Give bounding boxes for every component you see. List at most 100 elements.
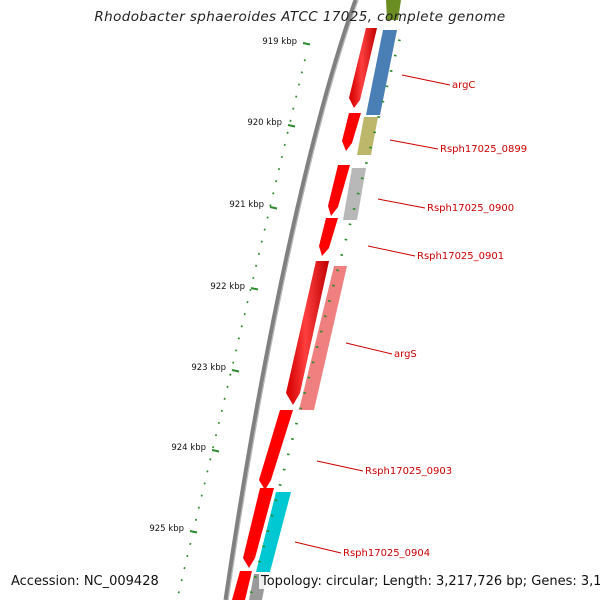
- tick-mark: [266, 216, 269, 219]
- tick-mark: [274, 499, 278, 502]
- tick-mark: [249, 288, 252, 292]
- cds-feature[interactable]: [319, 218, 338, 256]
- gene-label-argc[interactable]: argC: [452, 80, 475, 91]
- cds-shading: [349, 28, 377, 108]
- tick-mark: [377, 115, 381, 119]
- tick-mark: [260, 240, 263, 243]
- accession-value: Accession: NC_009428: [9, 574, 161, 589]
- tick-mark: [303, 391, 307, 395]
- leader-line: [389, 139, 439, 150]
- tick-mark: [209, 458, 212, 461]
- genome-summary-text: Topology: circular; Length: 3,217,726 bp…: [259, 574, 600, 589]
- gene-label-rsph17025-0900[interactable]: Rsph17025_0900: [427, 203, 514, 214]
- tick-mark: [369, 146, 372, 149]
- tick-mark: [280, 155, 284, 159]
- tick-mark: [348, 223, 352, 226]
- gene-label-rsph17025-0903[interactable]: Rsph17025_0903: [365, 466, 452, 477]
- tick-mark: [286, 453, 290, 456]
- tick-mark: [200, 494, 203, 497]
- cds-feature[interactable]: [259, 410, 293, 490]
- tick-mark: [232, 361, 235, 364]
- genome-backbone: [223, 0, 359, 600]
- leader-line: [345, 342, 393, 355]
- tick-mark: [289, 119, 292, 122]
- ruler-tick: [269, 206, 278, 210]
- tick-mark: [226, 385, 229, 388]
- tick-mark: [206, 470, 209, 473]
- tick-mark: [266, 529, 270, 533]
- ruler-tick: [231, 369, 240, 373]
- tick-mark: [257, 252, 261, 255]
- tick-mark: [286, 131, 289, 134]
- ruler-tick: [302, 42, 311, 46]
- tick-mark: [283, 143, 286, 147]
- tick-mark: [258, 560, 261, 563]
- tick-mark: [295, 95, 298, 98]
- tick-mark: [234, 349, 238, 352]
- gene-label-rsph17025-0899[interactable]: Rsph17025_0899: [440, 144, 527, 155]
- tick-mark: [197, 506, 200, 509]
- tick-mark: [332, 284, 335, 287]
- tick-mark: [282, 468, 286, 471]
- sequence-ticks: [177, 39, 401, 594]
- leader-line: [401, 74, 451, 86]
- leader-line: [377, 198, 426, 209]
- ruler-label: 921 kbp: [229, 200, 264, 210]
- tick-mark: [272, 192, 275, 195]
- tick-mark: [356, 192, 360, 195]
- tick-mark: [189, 542, 192, 546]
- ruler-label: 922 kbp: [210, 282, 245, 292]
- gene-label-args[interactable]: argS: [394, 349, 417, 360]
- tick-mark: [385, 85, 389, 88]
- gene-block-rsph17025-0900[interactable]: [343, 168, 366, 220]
- ruler-label: 923 kbp: [191, 363, 226, 373]
- ruler-label: 920 kbp: [247, 118, 282, 128]
- cds-feature[interactable]: [243, 488, 274, 568]
- tick-mark: [352, 207, 356, 211]
- tick-mark: [223, 397, 226, 400]
- gene-blocks: [249, 0, 401, 600]
- tick-mark: [203, 482, 206, 485]
- genome-summary-value: Topology: circular; Length: 3,217,726 bp…: [259, 574, 600, 589]
- tick-mark: [319, 330, 323, 333]
- tick-mark: [262, 545, 266, 548]
- tick-mark: [249, 591, 253, 594]
- gene-block-rsph17025-0899[interactable]: [357, 117, 378, 155]
- tick-mark: [381, 100, 385, 103]
- gene-label-rsph17025-0901[interactable]: Rsph17025_0901: [417, 251, 504, 262]
- gene-label-rsph17025-0904[interactable]: Rsph17025_0904: [343, 548, 430, 559]
- ruler-tick: [189, 530, 198, 534]
- cds-feature[interactable]: [328, 165, 350, 216]
- tick-mark: [252, 276, 255, 280]
- cds-shading: [286, 261, 329, 405]
- tick-mark: [311, 361, 315, 364]
- tick-mark: [194, 518, 198, 521]
- tick-mark: [243, 313, 246, 316]
- tick-mark: [177, 591, 180, 594]
- tick-mark: [360, 177, 364, 180]
- tick-mark: [278, 483, 282, 487]
- tick-mark: [253, 575, 257, 579]
- tick-mark: [303, 59, 306, 62]
- kbp-ruler: 919 kbp 920 kbp 921 kbp 922 kbp 923 kbp …: [149, 37, 311, 534]
- cds-feature[interactable]: [232, 571, 252, 600]
- leader-line: [316, 460, 364, 472]
- leader-line: [367, 245, 416, 257]
- tick-mark: [270, 514, 274, 517]
- gene-block-argc[interactable]: [366, 30, 397, 115]
- tick-mark: [327, 299, 331, 303]
- tick-mark: [297, 83, 301, 86]
- tick-mark: [340, 253, 344, 257]
- accession-text: Accession: NC_009428: [9, 574, 161, 589]
- gene-block-rsph17025-0904[interactable]: [256, 492, 291, 572]
- gene-labels: argC Rsph17025_0899 Rsph17025_0900 Rsph1…: [294, 74, 527, 559]
- gene-block-args[interactable]: [299, 266, 347, 410]
- gene-block-top-green[interactable]: [386, 0, 401, 20]
- leader-line: [294, 541, 342, 554]
- cds-feature[interactable]: [342, 113, 361, 151]
- tick-mark: [263, 228, 266, 231]
- tick-mark: [237, 337, 241, 340]
- tick-mark: [217, 421, 221, 425]
- ruler-tick: [287, 124, 296, 128]
